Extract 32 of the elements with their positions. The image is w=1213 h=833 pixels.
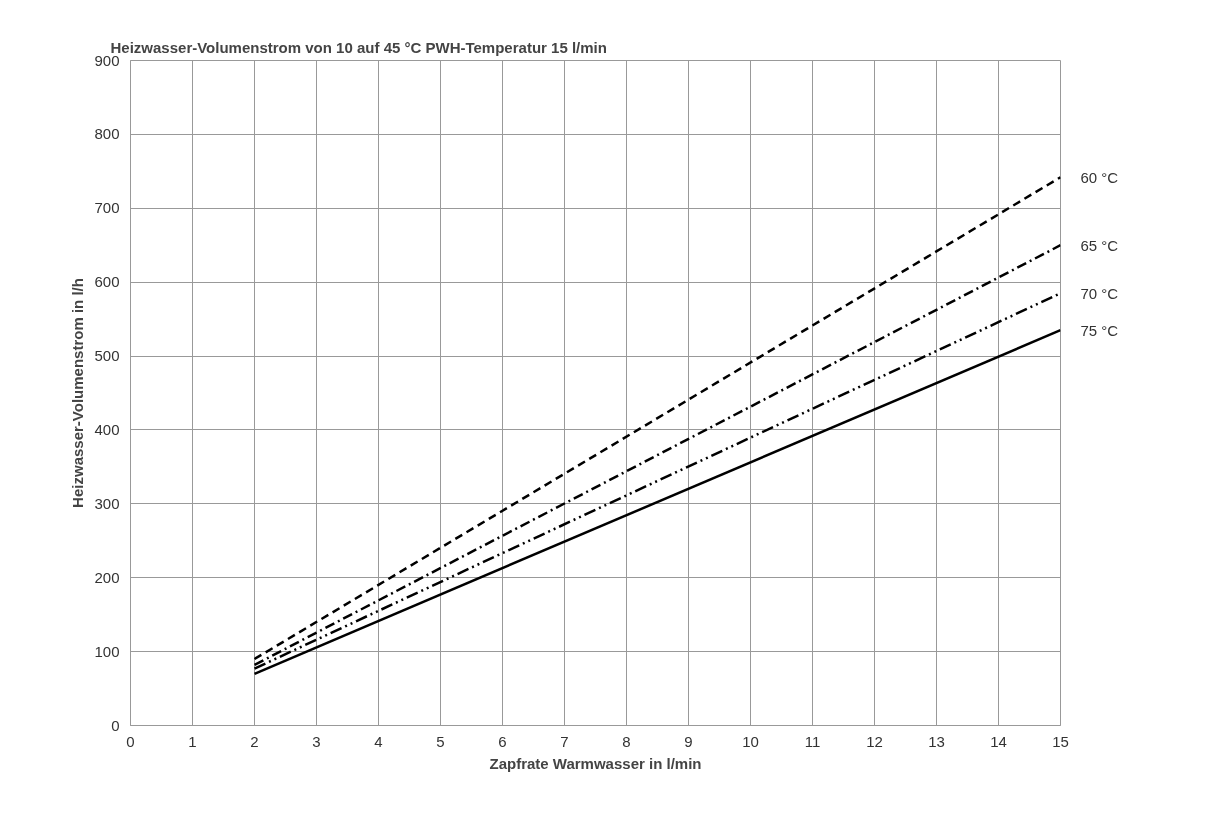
x-tick-label: 6 (498, 732, 507, 750)
series-label: 60 °C (1080, 168, 1119, 186)
x-tick-label: 15 (1052, 732, 1069, 750)
x-tick-label: 3 (312, 732, 321, 750)
series-label: 75 °C (1080, 321, 1119, 339)
x-tick-label: 9 (684, 732, 693, 750)
series-label: 65 °C (1080, 236, 1119, 254)
y-axis-title: Heizwasser-Volumenstrom in l/h (69, 278, 87, 508)
y-tick-label: 700 (94, 199, 120, 217)
x-tick-label: 11 (804, 732, 821, 750)
x-tick-label: 10 (742, 732, 759, 750)
y-tick-label: 600 (94, 273, 120, 291)
x-tick-label: 13 (928, 732, 945, 750)
x-tick-label: 14 (990, 732, 1007, 750)
x-tick-label: 1 (188, 732, 197, 750)
x-tick-label: 12 (866, 732, 883, 750)
y-tick-label: 400 (94, 420, 120, 438)
x-tick-label: 0 (126, 732, 135, 750)
x-tick-label: 7 (560, 732, 569, 750)
x-tick-label: 5 (436, 732, 445, 750)
x-axis-title: Zapfrate Warmwasser in l/min (489, 754, 702, 772)
y-tick-label: 100 (94, 642, 120, 660)
y-tick-label: 0 (111, 716, 120, 734)
x-tick-label: 4 (374, 732, 383, 750)
y-tick-label: 800 (94, 125, 120, 143)
x-tick-label: 2 (250, 732, 259, 750)
series-label: 70 °C (1080, 284, 1119, 302)
y-tick-label: 500 (94, 347, 120, 365)
chart-title: Heizwasser-Volumenstrom von 10 auf 45 °C PWH-Temperatur 15 l/min (110, 38, 607, 56)
x-tick-label: 8 (622, 732, 631, 750)
y-tick-label: 200 (94, 568, 120, 586)
y-tick-label: 300 (94, 494, 120, 512)
